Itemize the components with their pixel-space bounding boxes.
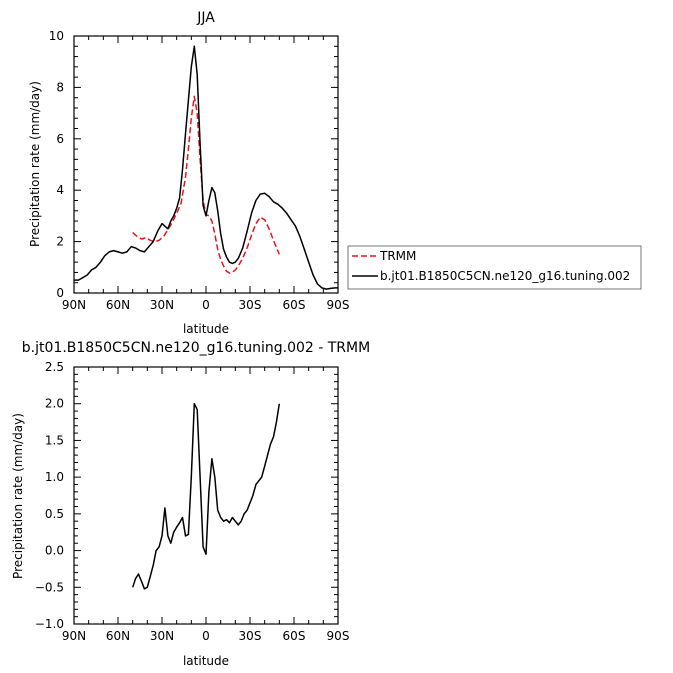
top-ytick-label: 2	[56, 235, 64, 249]
legend-box	[347, 245, 642, 290]
top-xtick-label: 90S	[327, 298, 350, 312]
bottom-ytick-label: −1.0	[35, 617, 64, 631]
top-ytick-label: 0	[56, 286, 64, 300]
bottom-ytick-label: −0.5	[35, 580, 64, 594]
top-xlabel: latitude	[183, 322, 229, 336]
bottom-xtick-label: 30S	[239, 629, 262, 643]
bottom-xtick-label: 0	[202, 629, 210, 643]
bottom-xtick-label: 90N	[62, 629, 86, 643]
top-ytick-label: 6	[56, 132, 64, 146]
legend-label-model: b.jt01.B1850C5CN.ne120_g16.tuning.002	[380, 269, 630, 283]
top-series-line-0	[132, 95, 280, 274]
top-xtick-label: 90N	[62, 298, 86, 312]
top-xtick-label: 30N	[150, 298, 174, 312]
bottom-ytick-label: 1.0	[45, 470, 64, 484]
bottom-xlabel: latitude	[183, 654, 229, 668]
top-ytick-label: 4	[56, 183, 64, 197]
bottom-xtick-label: 60N	[106, 629, 130, 643]
bottom-ytick-label: 1.5	[45, 433, 64, 447]
top-ytick-label: 8	[56, 80, 64, 94]
top-title: JJA	[196, 10, 215, 26]
bottom-ylabel: Precipitation rate (mm/day)	[11, 413, 25, 579]
panel-bottom: b.jt01.B1850C5CN.ne120_g16.tuning.002 - …	[11, 340, 370, 668]
top-ytick-label: 10	[49, 29, 64, 43]
top-xtick-label: 0	[202, 298, 210, 312]
bottom-xtick-label: 90S	[327, 629, 350, 643]
top-series-line-1	[74, 45, 338, 290]
bottom-title: b.jt01.B1850C5CN.ne120_g16.tuning.002 - …	[22, 340, 370, 356]
bottom-series-line-0	[131, 402, 281, 590]
top-plot-frame	[73, 35, 339, 294]
bottom-ytick-label: 0.0	[45, 544, 64, 558]
top-xtick-label: 60N	[106, 298, 130, 312]
top-xtick-label: 30S	[239, 298, 262, 312]
bottom-ytick-label: 0.5	[45, 507, 64, 521]
top-ylabel: Precipitation rate (mm/day)	[28, 81, 42, 247]
bottom-ytick-label: 2.5	[45, 360, 64, 374]
bottom-plot-frame	[73, 366, 339, 625]
bottom-xtick-label: 30N	[150, 629, 174, 643]
legend-label-trmm: TRMM	[379, 249, 416, 263]
bottom-xtick-label: 60S	[283, 629, 306, 643]
top-xtick-label: 60S	[283, 298, 306, 312]
legend: TRMM b.jt01.B1850C5CN.ne120_g16.tuning.0…	[347, 245, 642, 290]
bottom-ytick-label: 2.0	[45, 397, 64, 411]
